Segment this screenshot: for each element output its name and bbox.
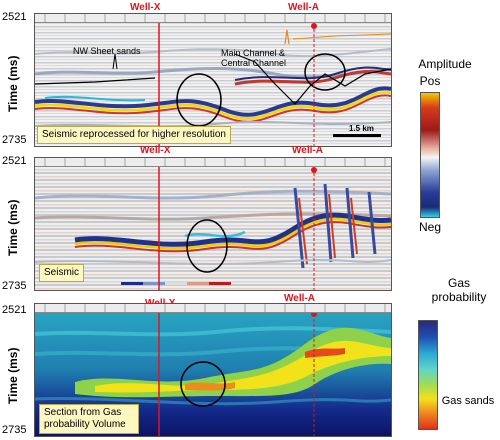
panel3-time-axis-label: Time (ms)	[6, 347, 20, 404]
panel2-trace-ruler	[35, 158, 391, 167]
main-channel-annotation: Main Channel & Central Channel	[221, 48, 287, 68]
amplitude-colorbar-neg-label: Neg	[418, 220, 441, 234]
amplitude-colorbar-title: Amplitude	[418, 57, 472, 71]
scale-bar-label: 1.5 km	[349, 124, 374, 133]
amplitude-colorbar-pos-label: Pos	[419, 74, 441, 88]
panel3-trace-ruler	[35, 304, 391, 313]
gas-colorbar-title: Gas probability	[431, 276, 487, 304]
panel1-well-a-label: Well-A	[288, 2, 319, 13]
panel3-top-time: 2521	[2, 304, 27, 316]
nw-sheet-sands-annotation: NW Sheet sands	[73, 46, 141, 56]
gas-probability-image	[35, 304, 391, 436]
panel1-trace-ruler	[35, 14, 391, 23]
panel1-bottom-time: 2735	[2, 134, 27, 146]
seismic-image-original	[35, 158, 391, 290]
panel2-well-a-label: Well-A	[292, 145, 323, 156]
panel1-well-x-label: Well-X	[130, 2, 161, 13]
panel1-caption: Seismic reprocessed for higher resolutio…	[37, 126, 231, 144]
gas-probability-panel: Section from Gas probability Volume	[34, 303, 392, 437]
panel3-bottom-time: 2735	[2, 424, 27, 436]
panel1-top-time: 2521	[2, 11, 27, 23]
panel3-well-a-label: Well-A	[284, 293, 315, 304]
panel2-top-time: 2521	[2, 155, 27, 167]
panel2-time-axis-label: Time (ms)	[6, 199, 20, 256]
panel2-bottom-time: 2735	[2, 280, 27, 292]
panel3-caption: Section from Gas probability Volume	[39, 404, 139, 434]
seismic-panel-reprocessed: NW Sheet sands Main Channel & Central Ch…	[34, 13, 392, 147]
panel2-well-x-label: Well-X	[140, 145, 171, 156]
seismic-panel-original: Seismic	[34, 157, 392, 291]
seismic-image-reprocessed	[35, 14, 391, 146]
amplitude-colorbar	[420, 92, 440, 218]
panel2-caption: Seismic	[39, 264, 85, 282]
panel1-time-axis-label: Time (ms)	[6, 55, 20, 112]
gas-colorbar-bottom-label: Gas sands	[441, 395, 495, 407]
gas-probability-colorbar	[418, 320, 438, 430]
